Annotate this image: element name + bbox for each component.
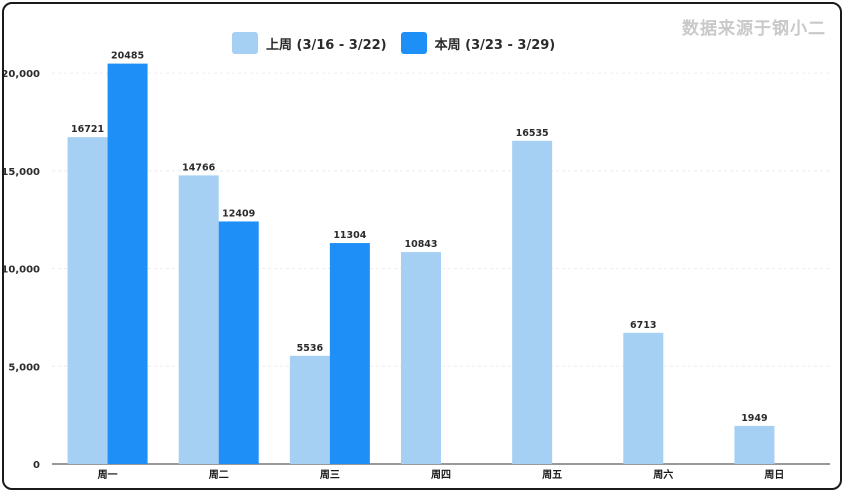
data-label: 16535 [516, 128, 549, 139]
bar [218, 221, 259, 464]
x-tick-label: 周六 [653, 468, 673, 481]
data-label: 10843 [404, 239, 437, 250]
y-tick-label: 5,000 [8, 362, 40, 373]
legend-swatch-last-week [232, 32, 258, 54]
y-tick-label: 0 [33, 460, 40, 471]
data-label: 6713 [630, 320, 656, 331]
data-label: 1949 [741, 413, 767, 424]
bar [401, 252, 441, 464]
y-tick-label: 15,000 [4, 167, 40, 178]
y-tick-label: 20,000 [4, 69, 40, 80]
watermark-text: 数据来源于钢小二 [682, 19, 826, 39]
x-tick-label: 周一 [98, 469, 118, 481]
bar [107, 63, 148, 465]
data-label: 11304 [333, 230, 366, 241]
bar [623, 332, 664, 464]
legend-item-last-week[interactable]: 上周 (3/16 - 3/22) [232, 32, 387, 54]
x-tick-label: 周五 [542, 469, 562, 481]
legend-swatch-this-week [400, 32, 427, 54]
data-label: 12409 [222, 208, 255, 219]
y-tick-label: 10,000 [4, 265, 40, 276]
bar [329, 243, 370, 464]
legend-item-this-week[interactable]: 本周 (3/23 - 3/29) [400, 32, 556, 54]
x-tick-label: 周四 [431, 469, 451, 481]
legend-label-last-week: 上周 (3/16 - 3/22) [266, 37, 387, 53]
bar [512, 140, 553, 464]
legend-label-this-week: 本周 (3/23 - 3/29) [434, 37, 556, 53]
legend: 上周 (3/16 - 3/22) 本周 (3/23 - 3/29) [232, 32, 569, 54]
x-tick-label: 周二 [209, 469, 229, 481]
bar-chart: 0 5,000 10,000 15,000 20,000 16721 20485 周一 1476… [4, 51, 830, 481]
bar [734, 425, 775, 464]
data-label: 14766 [182, 162, 215, 173]
data-label: 20485 [111, 51, 144, 62]
bar [67, 137, 108, 464]
x-tick-label: 周日 [764, 469, 784, 481]
x-tick-label: 周三 [320, 469, 340, 481]
data-label: 16721 [71, 124, 104, 135]
bar [178, 175, 219, 464]
data-label: 5536 [297, 343, 324, 354]
bar [289, 355, 330, 464]
